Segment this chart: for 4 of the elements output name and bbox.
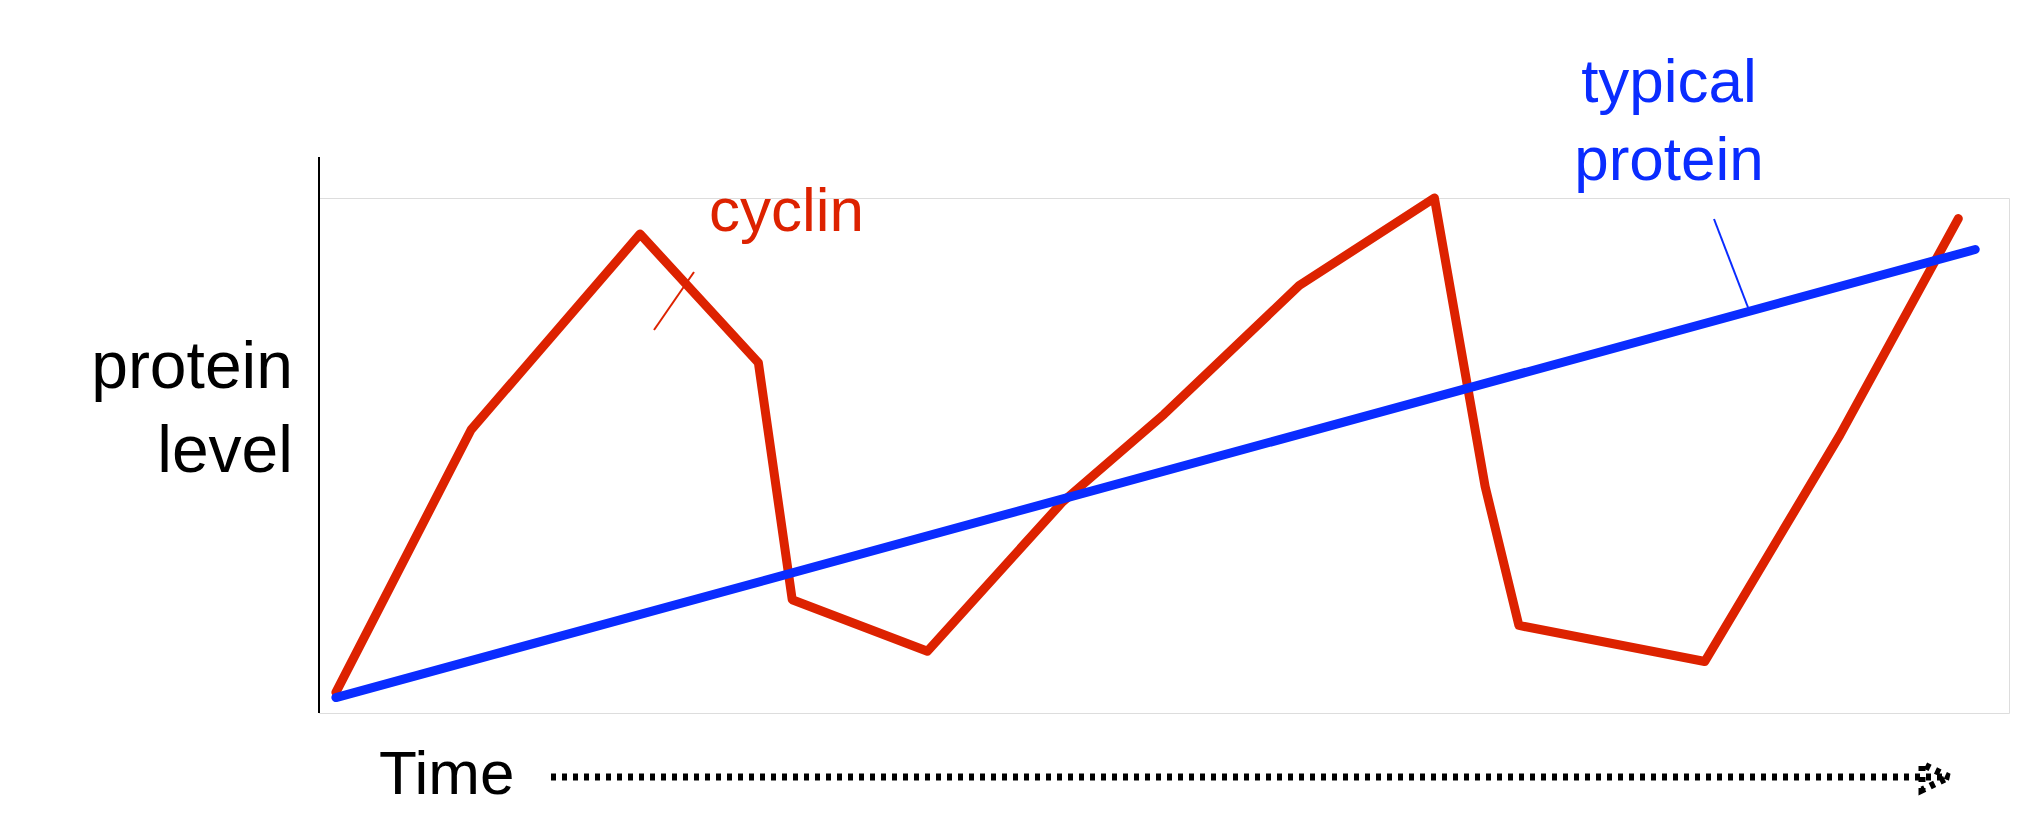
- x-axis-title: Time: [379, 738, 515, 807]
- y-axis-title: protein level: [91, 327, 293, 486]
- series-label: typical protein: [1574, 46, 1764, 193]
- series-label: cyclin: [709, 175, 865, 244]
